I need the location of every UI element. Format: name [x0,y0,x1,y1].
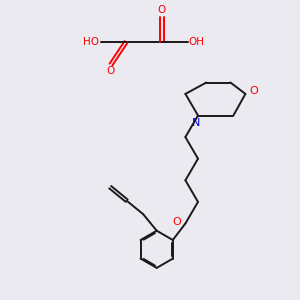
Text: O: O [158,5,166,15]
Text: O: O [172,217,182,227]
Text: O: O [106,66,115,76]
Text: OH: OH [188,37,204,47]
Text: HO: HO [83,37,99,47]
Text: O: O [249,86,258,97]
Text: N: N [191,118,200,128]
